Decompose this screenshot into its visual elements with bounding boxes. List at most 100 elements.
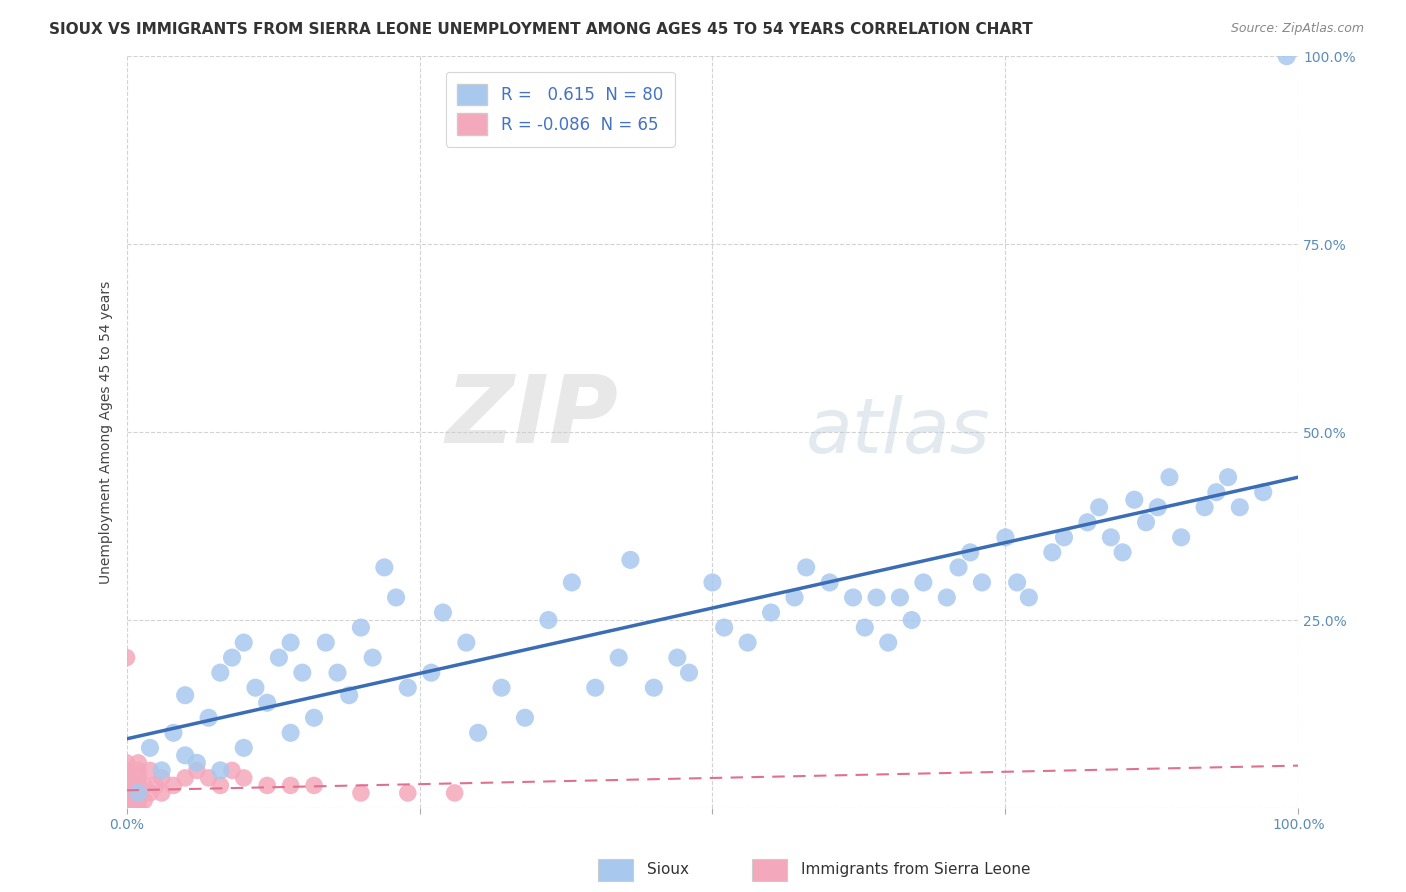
- Point: [1018, 591, 1040, 605]
- Point: [1159, 470, 1181, 484]
- Point: [759, 606, 782, 620]
- Point: [115, 801, 138, 815]
- Point: [1205, 485, 1227, 500]
- Point: [713, 621, 735, 635]
- Point: [121, 793, 143, 807]
- Point: [666, 650, 689, 665]
- Point: [150, 764, 173, 778]
- Point: [456, 635, 478, 649]
- Point: [197, 771, 219, 785]
- Point: [1099, 530, 1122, 544]
- Point: [1216, 470, 1239, 484]
- Point: [115, 793, 138, 807]
- Point: [115, 793, 138, 807]
- Point: [842, 591, 865, 605]
- Point: [267, 650, 290, 665]
- Point: [678, 665, 700, 680]
- Point: [174, 771, 197, 785]
- Point: [1053, 530, 1076, 544]
- Point: [291, 665, 314, 680]
- Point: [134, 793, 156, 807]
- Point: [139, 764, 162, 778]
- Point: [959, 545, 981, 559]
- Point: [145, 779, 167, 793]
- Point: [350, 621, 373, 635]
- Point: [877, 635, 900, 649]
- Point: [948, 560, 970, 574]
- Point: [186, 764, 208, 778]
- Point: [127, 764, 149, 778]
- Point: [537, 613, 560, 627]
- Point: [139, 786, 162, 800]
- Point: [396, 681, 419, 695]
- Point: [280, 635, 302, 649]
- Point: [115, 650, 138, 665]
- Point: [115, 756, 138, 770]
- Point: [900, 613, 922, 627]
- Point: [385, 591, 408, 605]
- Point: [115, 771, 138, 785]
- Point: [373, 560, 395, 574]
- Point: [702, 575, 724, 590]
- Point: [134, 779, 156, 793]
- Point: [232, 740, 254, 755]
- Point: [150, 786, 173, 800]
- Point: [607, 650, 630, 665]
- Point: [121, 786, 143, 800]
- Point: [115, 801, 138, 815]
- Point: [115, 786, 138, 800]
- Point: [221, 650, 243, 665]
- Point: [315, 635, 337, 649]
- Point: [561, 575, 583, 590]
- Point: [115, 779, 138, 793]
- Point: [302, 779, 325, 793]
- Point: [889, 591, 911, 605]
- Point: [115, 801, 138, 815]
- Point: [209, 665, 232, 680]
- Text: ZIP: ZIP: [446, 371, 619, 463]
- Point: [1076, 516, 1098, 530]
- Point: [150, 771, 173, 785]
- Point: [127, 756, 149, 770]
- Point: [1135, 516, 1157, 530]
- Point: [162, 779, 184, 793]
- Point: [115, 786, 138, 800]
- Point: [232, 771, 254, 785]
- Point: [115, 801, 138, 815]
- Point: [302, 711, 325, 725]
- Point: [115, 801, 138, 815]
- Point: [127, 786, 149, 800]
- Point: [115, 801, 138, 815]
- Point: [115, 779, 138, 793]
- Point: [467, 726, 489, 740]
- Point: [643, 681, 665, 695]
- Point: [127, 771, 149, 785]
- Point: [209, 764, 232, 778]
- Point: [121, 801, 143, 815]
- Point: [162, 726, 184, 740]
- Text: Source: ZipAtlas.com: Source: ZipAtlas.com: [1230, 22, 1364, 36]
- Point: [1005, 575, 1028, 590]
- Point: [1229, 500, 1251, 515]
- Point: [256, 779, 278, 793]
- Point: [280, 779, 302, 793]
- Point: [139, 740, 162, 755]
- Point: [794, 560, 817, 574]
- Point: [853, 621, 876, 635]
- Point: [127, 793, 149, 807]
- Point: [209, 779, 232, 793]
- Point: [1170, 530, 1192, 544]
- Text: Sioux: Sioux: [647, 863, 689, 877]
- Point: [115, 786, 138, 800]
- Point: [1088, 500, 1111, 515]
- Point: [115, 786, 138, 800]
- Point: [115, 786, 138, 800]
- Point: [115, 764, 138, 778]
- Point: [115, 801, 138, 815]
- Point: [783, 591, 806, 605]
- Point: [174, 748, 197, 763]
- Point: [174, 688, 197, 702]
- Point: [121, 801, 143, 815]
- Point: [115, 793, 138, 807]
- Point: [818, 575, 841, 590]
